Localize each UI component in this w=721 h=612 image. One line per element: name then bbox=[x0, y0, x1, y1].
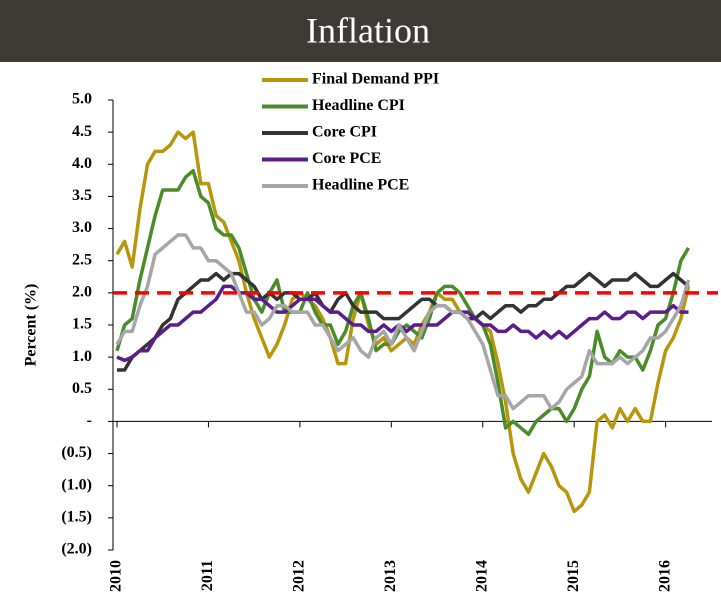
y-tick-label: 2.0 bbox=[72, 284, 92, 301]
title-banner bbox=[0, 0, 721, 62]
y-tick-label: - bbox=[87, 412, 92, 429]
y-tick-label: (1.5) bbox=[61, 509, 92, 526]
series-line bbox=[115, 233, 691, 411]
legend-label: Final Demand PPI bbox=[312, 71, 439, 88]
y-tick-label: (2.0) bbox=[61, 541, 92, 558]
x-tick-label: 2011 bbox=[199, 560, 216, 591]
y-tick-label: 4.0 bbox=[72, 155, 92, 172]
x-tick-label: 2016 bbox=[656, 560, 673, 592]
y-tick-label: 0.5 bbox=[72, 380, 92, 397]
x-tick-label: 2010 bbox=[108, 560, 125, 592]
x-tick-label: 2012 bbox=[291, 560, 308, 592]
x-tick-label: 2014 bbox=[473, 560, 490, 592]
x-tick-label: 2015 bbox=[565, 560, 582, 592]
y-tick-label: 5.0 bbox=[72, 91, 92, 108]
series-line bbox=[117, 271, 690, 372]
y-tick-label: 1.0 bbox=[72, 348, 92, 365]
y-axis-label: Percent (%) bbox=[23, 284, 40, 367]
legend-label: Headline CPI bbox=[312, 97, 405, 114]
y-tick-label: (1.0) bbox=[61, 476, 92, 493]
legend-label: Headline PCE bbox=[312, 177, 409, 194]
y-tick-label: 2.5 bbox=[72, 251, 92, 268]
y-tick-label: 1.5 bbox=[72, 316, 92, 333]
series-line bbox=[115, 130, 691, 514]
y-tick-label: 3.0 bbox=[72, 219, 92, 236]
y-tick-label: 4.5 bbox=[72, 123, 92, 140]
x-tick-label: 2013 bbox=[382, 560, 399, 592]
y-tick-label: (0.5) bbox=[61, 444, 92, 461]
legend-label: Core CPI bbox=[312, 124, 377, 141]
series-line bbox=[115, 168, 691, 437]
chart-title: Inflation bbox=[306, 10, 430, 50]
y-tick-label: 3.5 bbox=[72, 187, 92, 204]
legend-label: Core PCE bbox=[312, 150, 381, 167]
